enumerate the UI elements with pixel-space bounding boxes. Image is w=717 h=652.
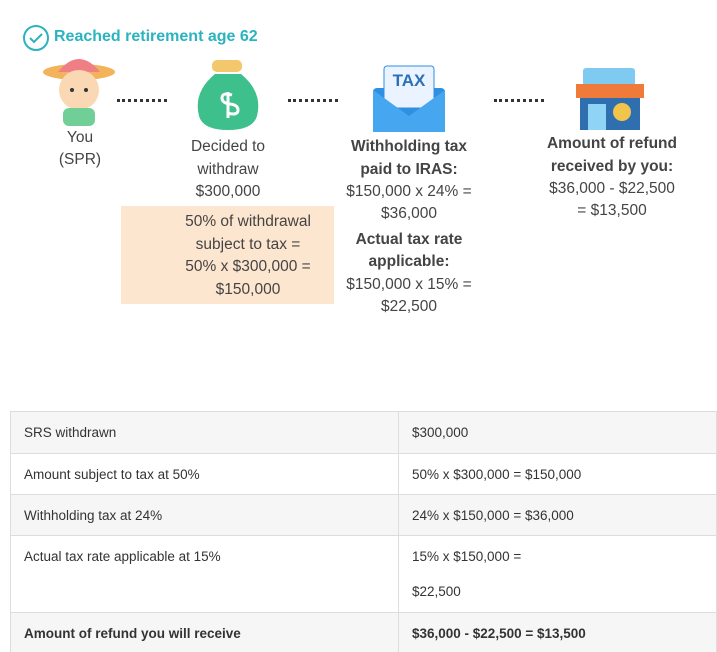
table-cell: Actual tax rate applicable at 15% (10, 535, 399, 613)
connector (117, 99, 167, 102)
table-row: Amount subject to tax at 50% 50% x $300,0… (10, 453, 717, 495)
node-text: Actual tax rate (355, 231, 463, 248)
callout-text: 50% x $300,000 = (185, 258, 311, 275)
cell-line: $22,500 (412, 584, 461, 599)
table-cell: 50% x $300,000 = $150,000 (398, 453, 717, 495)
callout-text: subject to tax = (195, 236, 301, 253)
money-bag-icon (197, 60, 259, 130)
table-row: Actual tax rate applicable at 15% 15% x … (10, 535, 717, 613)
node-text: $36,000 - $22,500 (549, 180, 675, 197)
check-icon (23, 25, 49, 51)
table-cell: 15% x $150,000 = $22,500 (398, 535, 717, 613)
cell-line: 15% x $150,000 = (412, 549, 522, 564)
node-text: withdraw (197, 161, 259, 178)
node-text: $22,500 (380, 298, 438, 315)
node-text: received by you: (550, 158, 674, 175)
node-text: $36,000 (380, 205, 438, 222)
table-cell: Amount of refund you will receive (10, 612, 399, 652)
node-text: You (66, 129, 94, 146)
node-text: Amount of refund (546, 135, 678, 152)
node-text: $150,000 x 15% = (346, 276, 472, 293)
node-text: = $13,500 (577, 202, 647, 219)
node-text: Decided to (190, 138, 266, 155)
shop-icon (576, 68, 644, 130)
summary-table: SRS withdrawn $300,000 Amount subject to … (10, 411, 717, 652)
tax-envelope-icon: TAX (373, 65, 445, 132)
table-cell: $300,000 (398, 411, 717, 454)
table-cell: Withholding tax at 24% (10, 494, 399, 536)
callout-text: $150,000 (215, 281, 281, 298)
node-text: (SPR) (58, 151, 102, 168)
table-row: SRS withdrawn $300,000 (10, 411, 717, 454)
table-cell: Amount subject to tax at 50% (10, 453, 399, 495)
table-cell: $36,000 - $22,500 = $13,500 (398, 612, 717, 652)
node-text: applicable: (368, 253, 450, 270)
node-text: paid to IRAS: (360, 161, 458, 178)
callout-box (121, 206, 334, 304)
node-text: $150,000 x 24% = (346, 183, 472, 200)
connector (288, 99, 338, 102)
table-cell: 24% x $150,000 = $36,000 (398, 494, 717, 536)
table-row: Withholding tax at 24% 24% x $150,000 = $… (10, 494, 717, 536)
table-row: Amount of refund you will receive $36,000… (10, 612, 717, 652)
person-icon (43, 59, 115, 126)
header-title: Reached retirement age 62 (54, 28, 258, 45)
connector (494, 99, 544, 102)
icon-label: TAX (393, 71, 426, 90)
node-text: Withholding tax (350, 138, 468, 155)
icons: TAX (23, 25, 644, 255)
callout-text: 50% of withdrawal (185, 213, 311, 230)
table-cell: SRS withdrawn (10, 411, 399, 454)
node-text: $300,000 (195, 183, 261, 200)
